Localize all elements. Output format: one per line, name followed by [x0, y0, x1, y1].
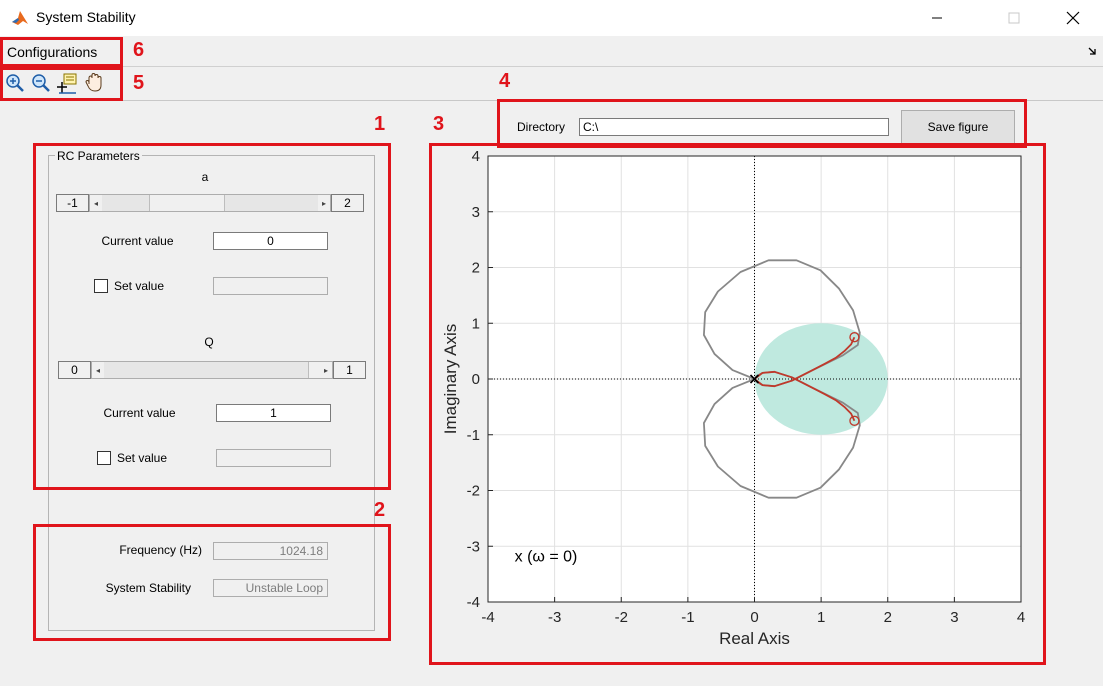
toolbar	[0, 67, 1103, 101]
close-button[interactable]	[1050, 0, 1096, 36]
zoom-in-icon[interactable]	[4, 72, 26, 94]
pan-hand-icon[interactable]	[84, 72, 106, 94]
param-q-current-value: 1	[216, 404, 331, 422]
frequency-label: Frequency (Hz)	[119, 543, 202, 557]
y-tick-label: 4	[472, 148, 480, 165]
plot-frame	[487, 155, 1022, 603]
param-q-min: 0	[58, 361, 91, 379]
x-tick-label: 0	[750, 609, 758, 626]
start-marker	[749, 374, 760, 384]
param-q-set-label: Set value	[117, 451, 168, 465]
param-q-max: 1	[333, 361, 366, 379]
y-tick-label: -1	[467, 427, 480, 444]
y-tick-label: -2	[467, 483, 480, 500]
x-tick-label: -2	[615, 609, 628, 626]
y-tick-label: 3	[472, 204, 480, 221]
annotation-number-1: 1	[374, 113, 386, 135]
param-q-label: Q	[204, 335, 214, 349]
directory-label: Directory	[517, 120, 566, 134]
annotation-box-3	[429, 143, 1046, 665]
param-a-set-label: Set value	[114, 279, 165, 293]
system-stability-value: Unstable Loop	[213, 579, 328, 597]
annotation-number-3: 3	[433, 113, 445, 135]
system-stability-label: System Stability	[105, 581, 191, 595]
slider-left-arrow-icon[interactable]: ◂	[90, 195, 102, 211]
nyquist-curve	[753, 370, 856, 422]
y-tick-label: -4	[467, 594, 480, 611]
annotation-number-2: 2	[374, 499, 386, 521]
x-tick-label: -1	[681, 609, 694, 626]
annotation-box-1	[33, 143, 391, 490]
x-tick-label: -4	[481, 609, 494, 626]
param-a-slider[interactable]: ◂ ▸	[89, 194, 331, 212]
y-axis-label: Imaginary Axis	[441, 324, 460, 435]
param-a-set-input[interactable]	[213, 277, 328, 295]
close-icon	[1066, 11, 1080, 25]
param-q-set-checkbox[interactable]	[97, 451, 111, 465]
nyquist-curve	[753, 336, 856, 388]
matlab-logo-icon	[10, 8, 30, 28]
dock-arrow-icon[interactable]	[1087, 45, 1097, 59]
annotation-box-6	[0, 37, 123, 67]
maximize-button[interactable]	[991, 0, 1037, 36]
panel-title: RC Parameters	[55, 149, 142, 163]
title-bar	[0, 0, 1103, 36]
x-tick-label: 2	[884, 609, 892, 626]
annotation-number-5: 5	[133, 72, 145, 94]
directory-input[interactable]: C:\	[579, 118, 889, 136]
slider-thumb[interactable]	[149, 195, 226, 211]
minimize-icon	[932, 17, 942, 19]
menu-bar	[0, 36, 1103, 67]
annotation-number-4: 4	[499, 70, 511, 92]
y-tick-label: 0	[472, 371, 480, 388]
annotation-box-2	[33, 524, 391, 641]
param-q-current-label: Current value	[103, 406, 176, 420]
annotation-number-6: 6	[133, 39, 145, 61]
slider-right-arrow-icon[interactable]: ▸	[320, 362, 332, 378]
param-q-set-input[interactable]	[216, 449, 331, 467]
maximize-icon	[1008, 12, 1020, 24]
end-marker	[849, 332, 860, 343]
minimize-button[interactable]	[914, 0, 960, 36]
x-tick-label: 4	[1017, 609, 1025, 626]
annotation-box-4	[497, 99, 1027, 148]
param-q-slider[interactable]: ◂ ▸	[91, 361, 333, 379]
save-figure-button[interactable]: Save figure	[901, 110, 1015, 144]
x-axis-label: Real Axis	[719, 629, 790, 648]
annotation-box-5	[0, 67, 123, 101]
x-tick-label: 1	[817, 609, 825, 626]
slider-left-arrow-icon[interactable]: ◂	[92, 362, 104, 378]
param-a-set-checkbox[interactable]	[94, 279, 108, 293]
param-a-label: a	[201, 170, 209, 184]
frequency-value: 1024.18	[213, 542, 328, 560]
end-marker	[849, 415, 860, 426]
x-tick-label: 3	[950, 609, 958, 626]
param-a-max: 2	[331, 194, 364, 212]
omega-annotation: x (ω = 0)	[515, 548, 578, 565]
param-a-min: -1	[56, 194, 89, 212]
y-tick-label: 1	[472, 315, 480, 332]
rc-parameters-panel	[48, 155, 375, 631]
zoom-out-icon[interactable]	[30, 72, 52, 94]
nyquist-chart: -4 -3 -2 -1 0 1 2 3 4 -4 -3 -2 -1 0 1 2 3 4 Real Axis Ima…	[441, 148, 1025, 648]
y-tick-label: -3	[467, 538, 480, 555]
x-tick-label: -3	[548, 609, 561, 626]
data-cursor-icon[interactable]	[56, 72, 78, 94]
param-a-current-label: Current value	[101, 234, 174, 248]
menu-configurations[interactable]: Configurations	[7, 44, 98, 60]
slider-right-arrow-icon[interactable]: ▸	[318, 195, 330, 211]
param-a-current-value: 0	[213, 232, 328, 250]
window-title: System Stability	[36, 9, 136, 25]
y-tick-label: 2	[472, 260, 480, 277]
